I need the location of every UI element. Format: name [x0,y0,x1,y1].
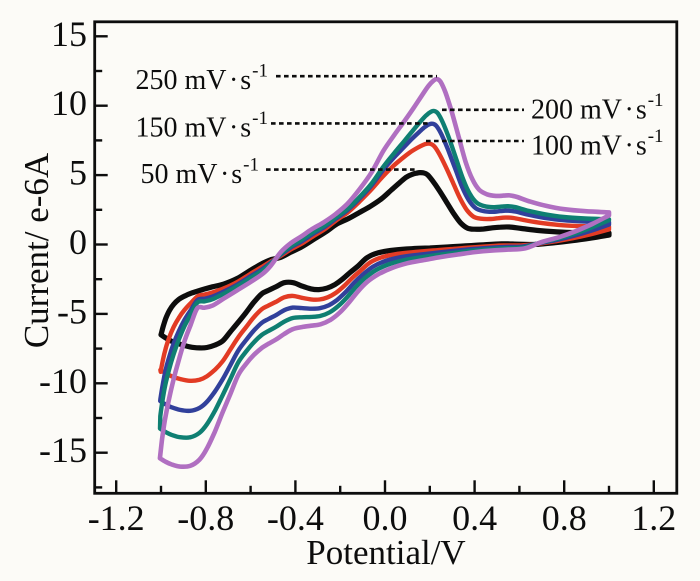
svg-text:150 mV·s-1: 150 mV·s-1 [135,108,268,144]
svg-text:50 mV·s-1: 50 mV·s-1 [140,155,259,191]
svg-text:200 mV·s-1: 200 mV·s-1 [531,90,664,126]
svg-text:250 mV·s-1: 250 mV·s-1 [135,61,268,97]
svg-text:10: 10 [51,83,87,123]
svg-text:5: 5 [69,153,87,193]
svg-text:0.4: 0.4 [452,498,497,538]
svg-text:0.0: 0.0 [363,498,408,538]
svg-text:15: 15 [51,14,87,54]
svg-text:100 mV·s-1: 100 mV·s-1 [531,126,664,162]
svg-text:-10: -10 [39,361,87,401]
svg-text:1.2: 1.2 [631,498,676,538]
svg-text:0.8: 0.8 [542,498,587,538]
svg-text:-15: -15 [39,430,87,470]
svg-text:Current/ e-6A: Current/ e-6A [17,152,56,348]
svg-text:Potential/V: Potential/V [306,533,465,572]
svg-text:0: 0 [69,222,87,262]
svg-text:-5: -5 [57,291,87,331]
svg-text:-0.4: -0.4 [267,498,324,538]
svg-text:-1.2: -1.2 [88,498,145,538]
svg-text:-0.8: -0.8 [177,498,234,538]
